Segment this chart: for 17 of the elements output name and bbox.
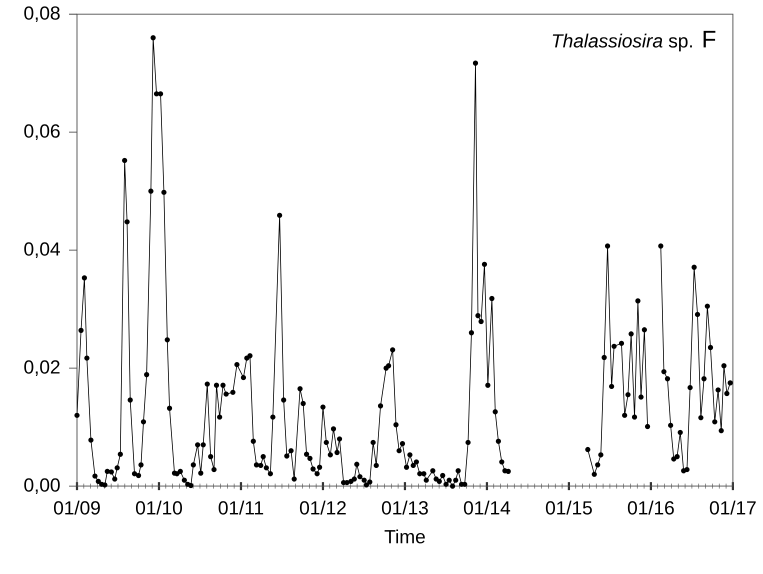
x-tick-label: 01/11	[218, 500, 264, 515]
x-tick-label: 01/17	[710, 500, 756, 515]
x-tick-label: 01/09	[54, 500, 100, 515]
x-tick-label: 01/14	[464, 500, 510, 515]
x-tick-label: 01/15	[546, 500, 592, 515]
text: Thalassiosira sp.	[552, 34, 692, 52]
x-tick-label: 01/16	[628, 500, 674, 515]
y-tick-label: 0,08	[24, 6, 60, 22]
annotation: F	[704, 30, 716, 48]
y-tick-label: 0,02	[24, 360, 60, 376]
y-tick-label: 0,00	[24, 478, 60, 494]
x-tick-label: 01/12	[300, 500, 346, 515]
y-tick-label: 0,04	[24, 242, 60, 258]
x-tick-label: 01/13	[382, 500, 428, 515]
y-tick-label: 0,06	[24, 124, 60, 140]
x-tick-label: 01/10	[136, 500, 182, 515]
x-axis-title: Time	[384, 529, 425, 544]
